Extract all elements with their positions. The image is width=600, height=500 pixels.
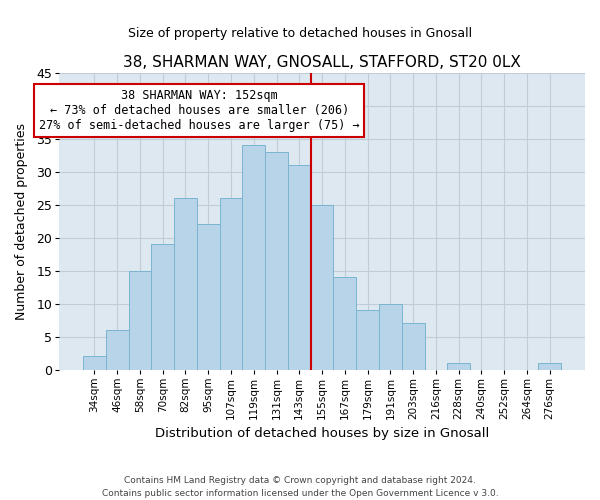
Bar [311,204,334,370]
Bar [402,324,425,370]
Bar [106,330,128,370]
Bar [379,304,402,370]
Bar [447,363,470,370]
Bar [242,145,265,370]
Bar [151,244,174,370]
Bar [83,356,106,370]
Bar [356,310,379,370]
Bar [220,198,242,370]
Text: 38 SHARMAN WAY: 152sqm
← 73% of detached houses are smaller (206)
27% of semi-de: 38 SHARMAN WAY: 152sqm ← 73% of detached… [39,89,359,132]
Text: Contains HM Land Registry data © Crown copyright and database right 2024.
Contai: Contains HM Land Registry data © Crown c… [101,476,499,498]
Bar [265,152,288,370]
Bar [538,363,561,370]
Bar [288,165,311,370]
X-axis label: Distribution of detached houses by size in Gnosall: Distribution of detached houses by size … [155,427,489,440]
Y-axis label: Number of detached properties: Number of detached properties [15,122,28,320]
Bar [128,270,151,370]
Bar [174,198,197,370]
Bar [197,224,220,370]
Bar [334,277,356,370]
Title: 38, SHARMAN WAY, GNOSALL, STAFFORD, ST20 0LX: 38, SHARMAN WAY, GNOSALL, STAFFORD, ST20… [123,55,521,70]
Text: Size of property relative to detached houses in Gnosall: Size of property relative to detached ho… [128,28,472,40]
